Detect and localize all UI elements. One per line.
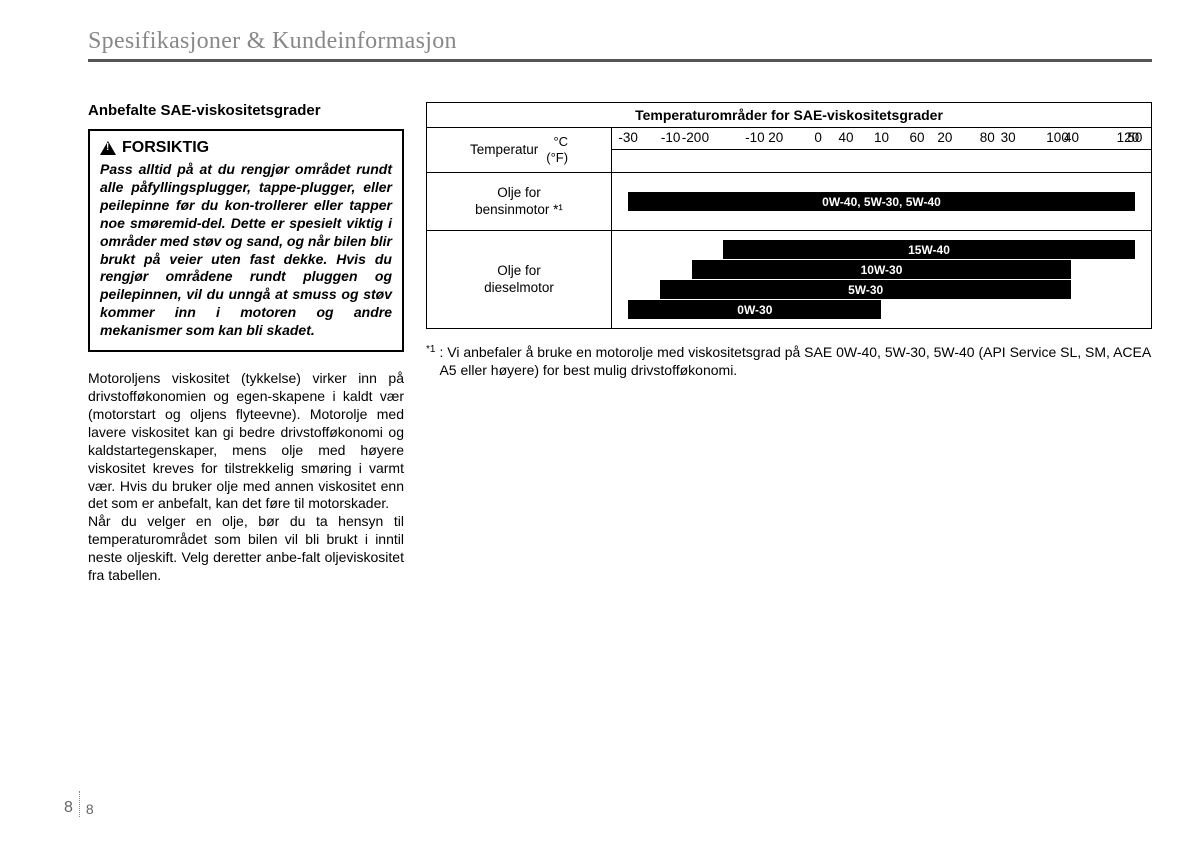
warning-icon xyxy=(100,141,116,155)
left-column: Anbefalte SAE-viskositetsgrader FORSIKTI… xyxy=(88,102,404,585)
caution-title-text: FORSIKTIG xyxy=(122,139,209,157)
unit-celsius: °C xyxy=(546,134,568,150)
celsius-tick: -30 xyxy=(618,130,638,145)
fahrenheit-tick: 100 xyxy=(1046,130,1069,145)
page-number-value: 8 xyxy=(86,801,94,817)
celsius-tick: -20 xyxy=(682,130,702,145)
chart-title: Temperaturområder for SAE-viskositetsgra… xyxy=(427,103,1151,128)
viscosity-bar: 5W-30 xyxy=(660,280,1072,299)
fahrenheit-scale: -10020406080100120 xyxy=(612,150,1151,172)
caution-box: FORSIKTIG Pass alltid på at du rengjør o… xyxy=(88,129,404,352)
viscosity-bar: 0W-30 xyxy=(628,300,881,319)
celsius-tick: -10 xyxy=(745,130,765,145)
fahrenheit-tick: 0 xyxy=(702,130,710,145)
caution-title: FORSIKTIG xyxy=(100,139,392,157)
temp-label-cell: Temperatur °C (°F) xyxy=(427,128,612,172)
bar-area: 15W-4010W-305W-300W-30 xyxy=(612,231,1151,328)
scale-area: -30-20-1001020304050 -10020406080100120 xyxy=(612,128,1151,172)
header-rule xyxy=(88,59,1152,62)
oil-row: Olje fordieselmotor15W-4010W-305W-300W-3… xyxy=(427,231,1151,328)
page-number-separator xyxy=(79,791,80,817)
unit-fahrenheit: (°F) xyxy=(546,150,568,166)
caution-body: Pass alltid på at du rengjør området run… xyxy=(100,161,392,340)
section-heading: Anbefalte SAE-viskositetsgrader xyxy=(88,102,404,119)
temperature-scale-row: Temperatur °C (°F) -30-20-1001020304050 … xyxy=(427,128,1151,173)
temp-label: Temperatur xyxy=(470,142,538,159)
celsius-tick: 10 xyxy=(874,130,889,145)
right-column: Temperaturområder for SAE-viskositetsgra… xyxy=(426,102,1152,585)
footnote: *1 : Vi anbefaler å bruke en motorolje m… xyxy=(426,343,1152,379)
fahrenheit-tick: 20 xyxy=(768,130,783,145)
page-number: 8 8 xyxy=(64,791,94,817)
body-text: Motoroljens viskositet (tykkelse) virker… xyxy=(88,370,404,585)
viscosity-bar: 10W-30 xyxy=(692,260,1072,279)
oil-row-label: Olje fordieselmotor xyxy=(427,231,612,328)
fahrenheit-tick: 80 xyxy=(980,130,995,145)
celsius-tick: 0 xyxy=(814,130,822,145)
footnote-mark: *1 xyxy=(426,343,435,379)
fahrenheit-tick: -10 xyxy=(661,130,681,145)
celsius-tick: 20 xyxy=(937,130,952,145)
oil-row: Olje forbensinmotor *¹ 0W-40, 5W-30, 5W-4… xyxy=(427,173,1151,231)
fahrenheit-tick: 120 xyxy=(1117,130,1140,145)
viscosity-bar: 15W-40 xyxy=(723,240,1135,259)
page-header-title: Spesifikasjoner & Kundeinformasjon xyxy=(88,28,1152,55)
fahrenheit-tick: 40 xyxy=(839,130,854,145)
bar-area: 0W-40, 5W-30, 5W-40 xyxy=(612,173,1151,230)
oil-row-label: Olje forbensinmotor *¹ xyxy=(427,173,612,230)
fahrenheit-tick: 60 xyxy=(909,130,924,145)
celsius-scale: -30-20-1001020304050 xyxy=(612,128,1151,150)
viscosity-bar: 0W-40, 5W-30, 5W-40 xyxy=(628,192,1135,211)
viscosity-chart: Temperaturområder for SAE-viskositetsgra… xyxy=(426,102,1152,329)
footnote-text: : Vi anbefaler å bruke en motorolje med … xyxy=(439,343,1152,379)
celsius-tick: 30 xyxy=(1001,130,1016,145)
chapter-number: 8 xyxy=(64,799,73,817)
